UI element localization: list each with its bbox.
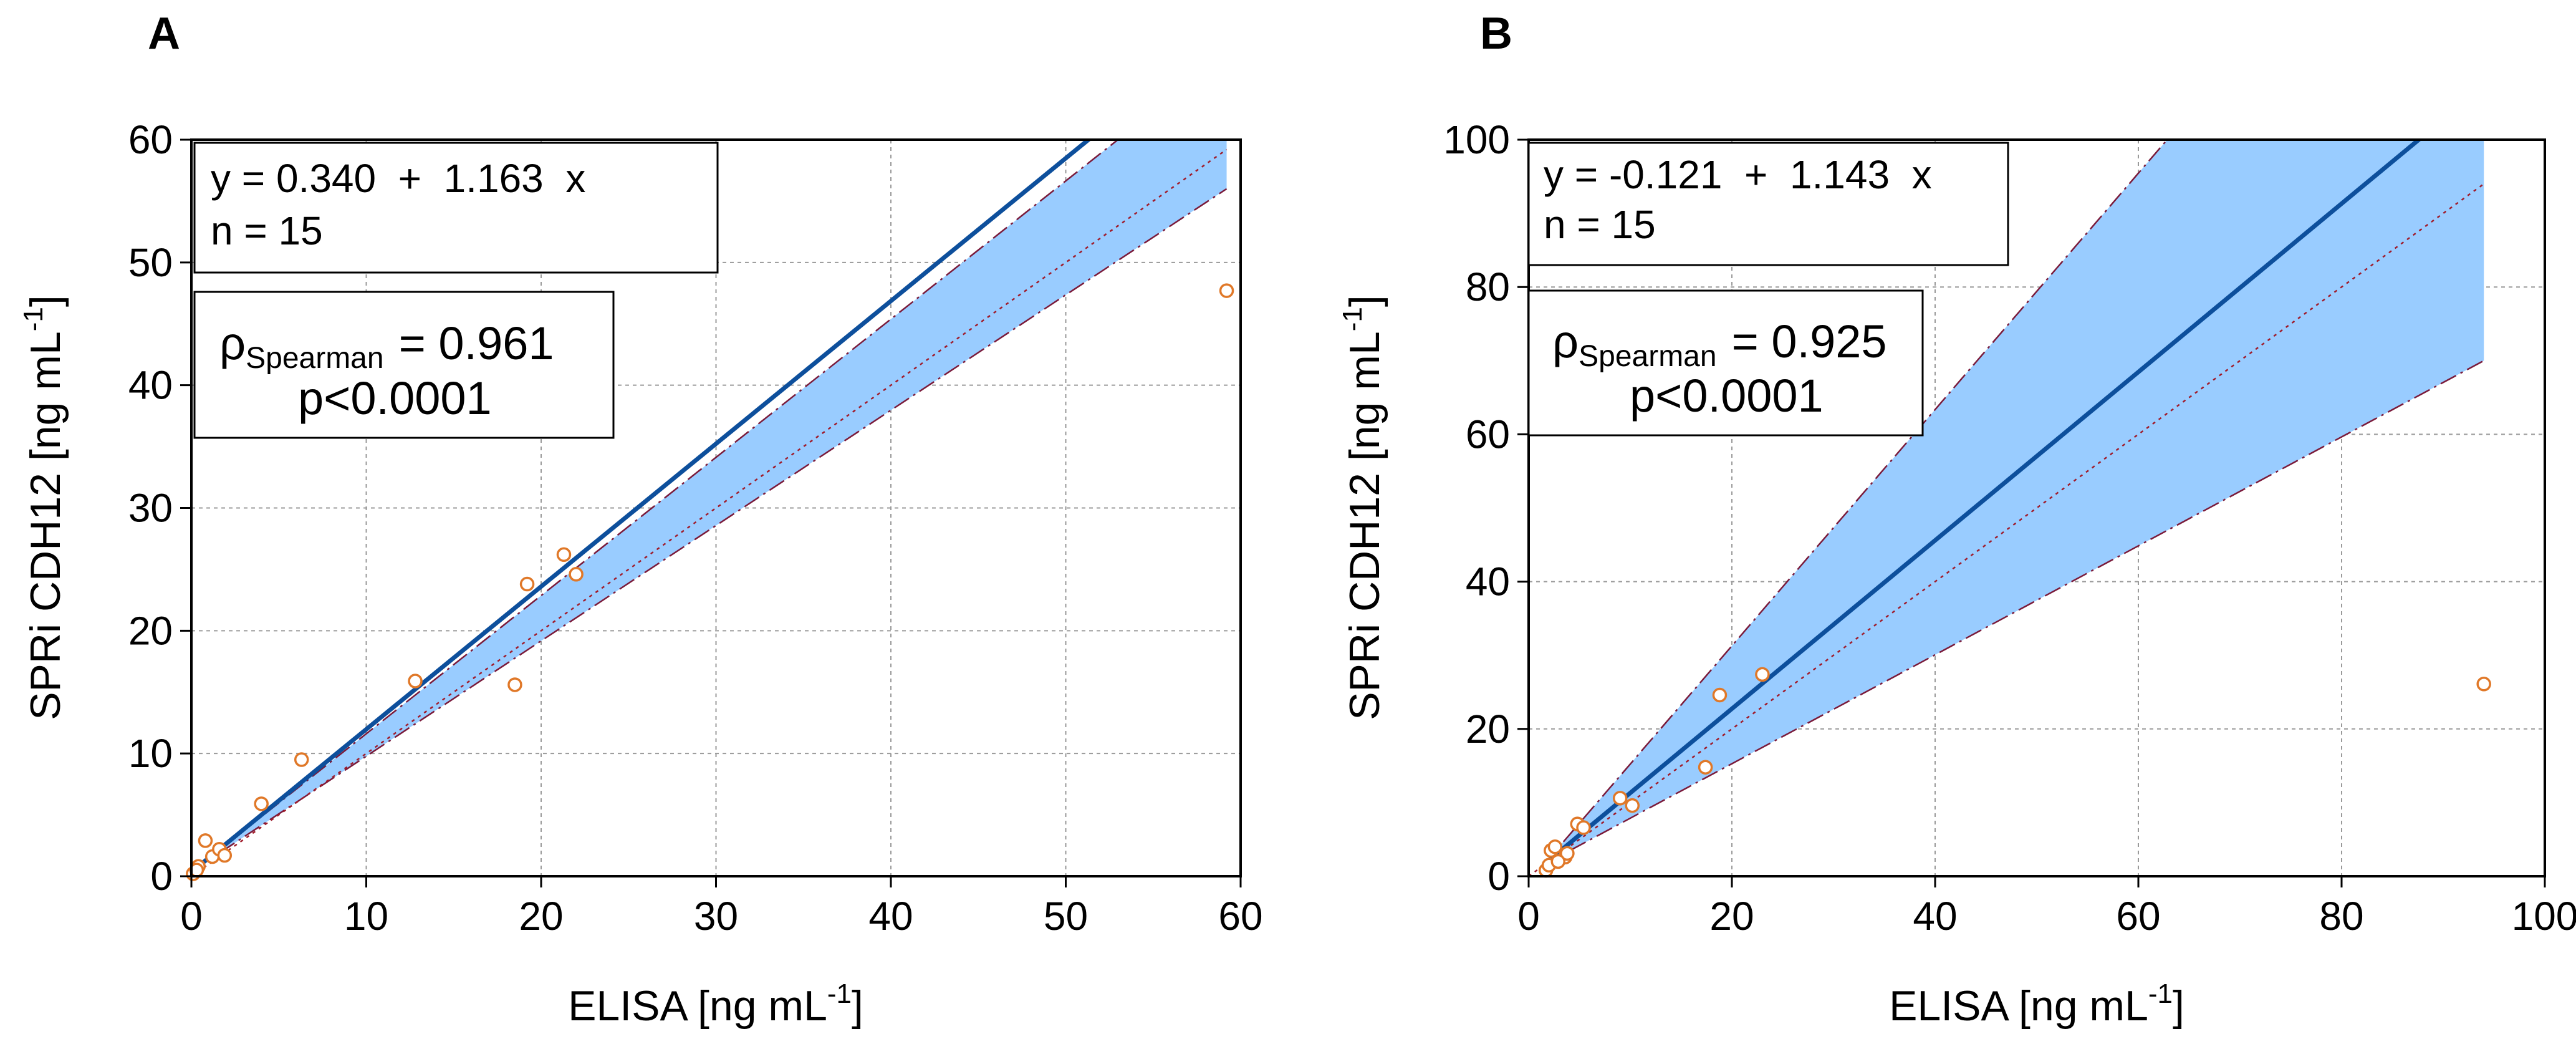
x-axis-title: ELISA [ng mL-1]	[568, 979, 863, 1030]
data-point	[1625, 798, 1640, 813]
spearman-rho: ρSpearman = 0.961	[219, 317, 554, 375]
sample-size: n = 15	[1544, 202, 1656, 247]
identity-line	[191, 148, 1228, 876]
y-tick-label: 100	[1443, 117, 1510, 162]
data-point	[1576, 820, 1591, 835]
data-point	[2476, 677, 2491, 692]
x-tick-label: 40	[868, 894, 913, 939]
y-tick-label: 0	[1487, 854, 1510, 899]
ci-upper-bound	[194, 140, 1120, 870]
data-point	[254, 796, 269, 811]
data-point	[569, 567, 584, 582]
x-axis-title: ELISA [ng mL-1]	[1889, 979, 2184, 1030]
y-axis-title: SPRi CDH12 [ng mL-1]	[1337, 295, 1388, 720]
data-point	[1698, 760, 1713, 775]
regression-lines	[191, 140, 1228, 876]
y-tick-label: 20	[128, 608, 173, 653]
data-point	[294, 752, 309, 767]
ci-upper-bound	[1543, 140, 2168, 865]
data-point	[217, 848, 233, 863]
sample-size: n = 15	[211, 208, 323, 253]
x-tick-label: 60	[1218, 894, 1262, 939]
y-tick-labels: 0 20 40 60 80 100	[1443, 117, 1529, 899]
data-point	[408, 674, 423, 689]
y-tick-label: 50	[128, 240, 173, 285]
x-tick-label: 20	[1709, 894, 1754, 939]
panel-letter-a: A	[148, 9, 180, 59]
regression-line	[193, 140, 1092, 871]
x-tick-labels: 0 20 40 60 80 100	[1517, 876, 2576, 939]
data-point	[1712, 687, 1728, 703]
data-point	[1755, 667, 1770, 682]
regression-lines	[1529, 140, 2484, 876]
data-point	[1550, 854, 1566, 869]
data-point	[507, 677, 522, 692]
chart-panel-b: B 0 20 40 60 80 100 0 20 40 60 80 100 y = -0.121 +…	[1337, 9, 2576, 1030]
p-value: p<0.0001	[298, 372, 492, 424]
y-tick-label: 30	[128, 486, 173, 531]
y-tick-label: 60	[128, 117, 173, 162]
correlation-box: ρSpearman = 0.925 p<0.0001	[1527, 289, 1924, 437]
chart-panel-a: A 0 10 20 30 40 50 60 0 10 20 30 40 50 60 y = 0.340 …	[18, 9, 1263, 1030]
x-tick-label: 20	[519, 894, 563, 939]
x-tick-labels: 0 10 20 30 40 50 60	[180, 876, 1263, 939]
regression-equation: y = -0.121 + 1.143 x	[1544, 152, 1932, 197]
correlation-box: ρSpearman = 0.961 p<0.0001	[193, 291, 615, 439]
data-point	[556, 547, 572, 563]
y-tick-label: 60	[1466, 412, 1510, 457]
equation-box: y = -0.121 + 1.143 x n = 15	[1527, 142, 2009, 266]
plot-frame	[1527, 138, 2546, 877]
x-tick-label: 50	[1044, 894, 1088, 939]
data-point	[1219, 283, 1234, 298]
spearman-rho: ρSpearman = 0.925	[1552, 316, 1887, 373]
x-tick-label: 80	[2319, 894, 2363, 939]
data-point	[519, 576, 535, 592]
regression-equation: y = 0.340 + 1.163 x	[211, 156, 585, 201]
ci-lower-bound	[194, 188, 1228, 870]
data-point	[1560, 846, 1575, 861]
ci-lower-bound	[1543, 360, 2484, 866]
y-tick-label: 40	[1466, 559, 1510, 604]
y-tick-label: 40	[128, 363, 173, 408]
ci-band-area	[195, 140, 1227, 869]
x-tick-label: 0	[180, 894, 203, 939]
equation-box: y = 0.340 + 1.163 x n = 15	[193, 142, 719, 274]
x-tick-label: 40	[1913, 894, 1957, 939]
y-tick-label: 80	[1466, 264, 1510, 309]
x-tick-label: 30	[694, 894, 738, 939]
x-tick-label: 100	[2512, 894, 2576, 939]
confidence-band	[1544, 140, 2484, 865]
identity-line	[1529, 183, 2484, 876]
x-tick-label: 0	[1517, 894, 1540, 939]
y-tick-label: 10	[128, 731, 173, 776]
ci-band-area	[1544, 140, 2484, 865]
p-value: p<0.0001	[1630, 370, 1824, 422]
y-tick-labels: 0 10 20 30 40 50 60	[128, 117, 191, 899]
x-tick-label: 60	[2116, 894, 2160, 939]
data-point	[1612, 791, 1628, 806]
data-points	[1538, 667, 2491, 878]
y-tick-label: 20	[1466, 707, 1510, 752]
confidence-band	[195, 140, 1227, 869]
data-point	[198, 833, 213, 848]
y-axis-title: SPRi CDH12 [ng mL-1]	[18, 295, 69, 720]
x-tick-label: 10	[344, 894, 388, 939]
panel-letter-b: B	[1480, 9, 1512, 59]
y-tick-label: 0	[150, 854, 173, 899]
regression-line	[1542, 140, 2423, 866]
data-point	[1547, 839, 1563, 854]
